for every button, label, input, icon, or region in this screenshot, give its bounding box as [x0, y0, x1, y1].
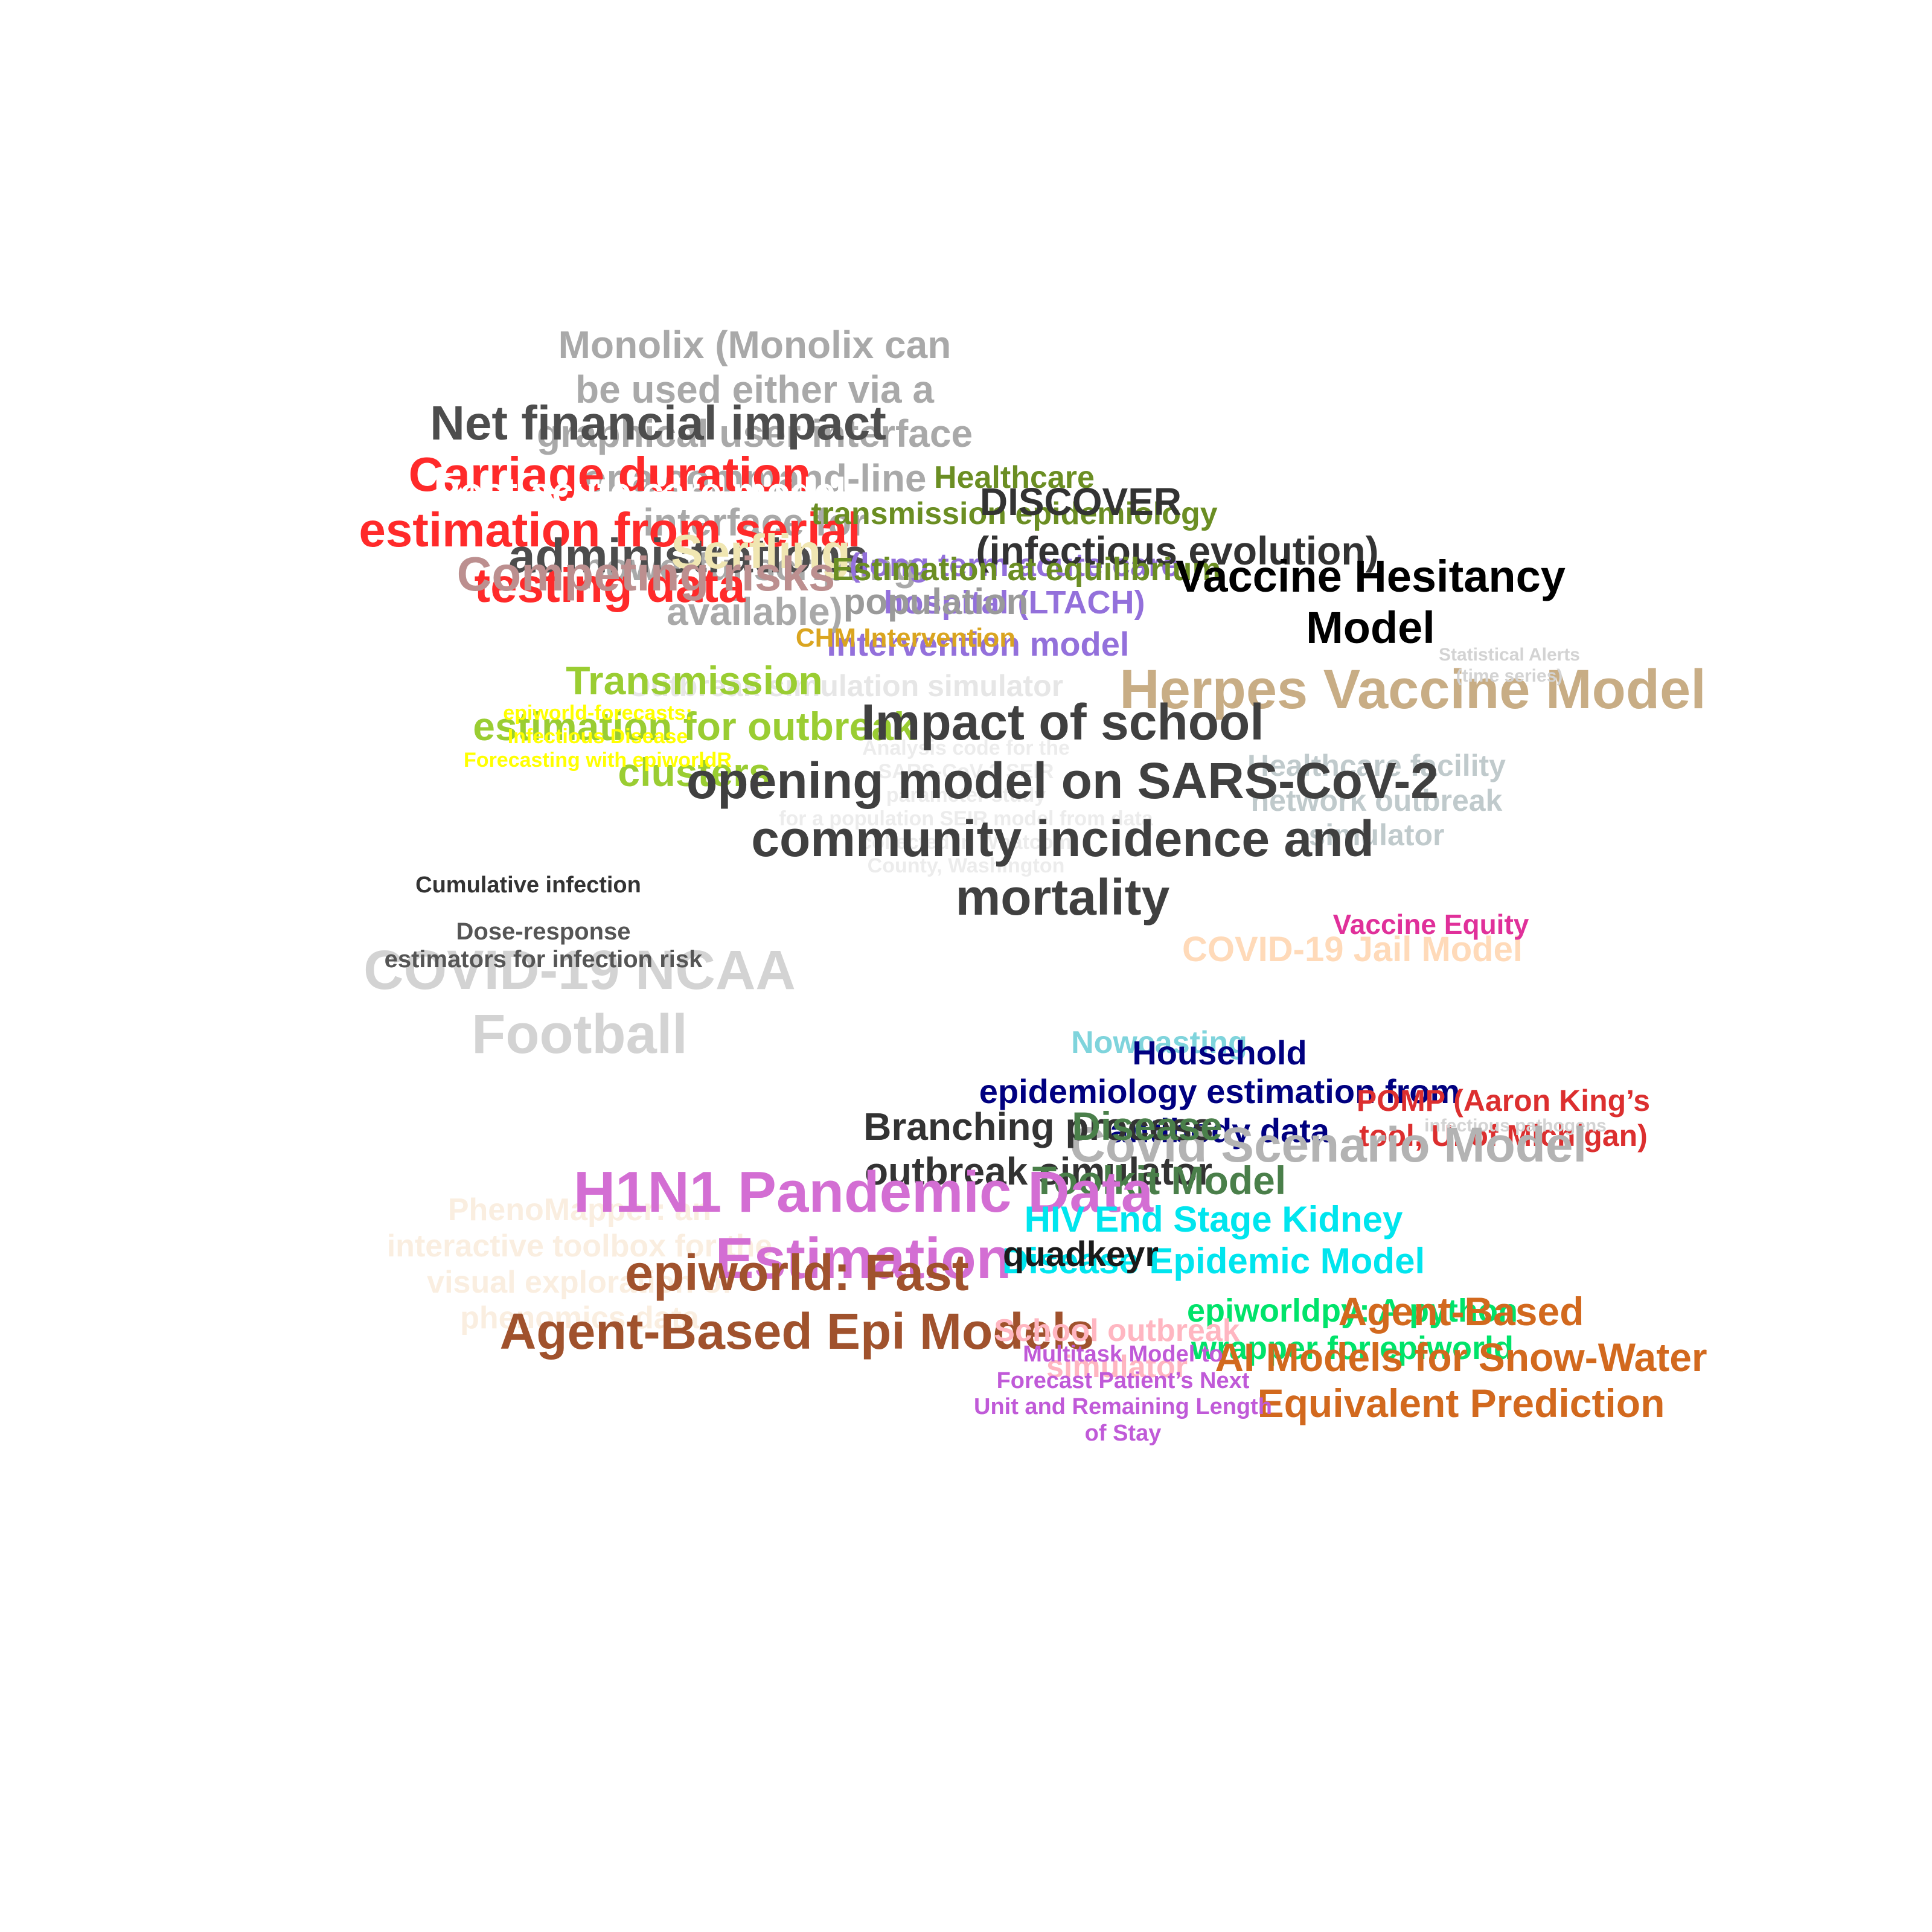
word-h1n1: H1N1 Pandemic Data Estimation	[573, 1160, 1154, 1291]
word-equilibrium: Estimation at equilibrium	[831, 551, 1221, 587]
word-population: population	[843, 581, 1029, 622]
word-monolix: Monolix (Monolix can be used either via …	[536, 323, 973, 633]
word-stat-alerts: Statistical Alerts (time series)	[1439, 645, 1580, 686]
word-competing: Competing risks	[456, 547, 836, 601]
word-covid-ncaa: COVID-19 NCAA Football	[363, 939, 796, 1065]
word-carriage: Carriage duration estimation from serial…	[359, 447, 861, 612]
word-phenomapper: PhenoMapper: an interactive toolbox for …	[386, 1192, 773, 1336]
word-herpes: Herpes Vaccine Model	[1119, 659, 1706, 720]
word-intervention: Intervention model	[827, 625, 1130, 663]
word-hiv-kidney: HIV End Stage Kidney Disease Epidemic Mo…	[1002, 1199, 1425, 1281]
word-transmission-outbreak: Transmission estimation for outbreak clu…	[473, 658, 916, 795]
word-net-financial: Net financial impact	[430, 396, 886, 450]
word-pomp: POMP (Aaron King’s tool, U. of Michigan)	[1356, 1084, 1651, 1153]
word-epiworld-fast: epiworld: Fast Agent-Based Epi Models	[499, 1244, 1095, 1360]
word-outbreak-sim: Outbreak simulation simulator	[627, 669, 1064, 703]
word-post-acute: Post-acute care model	[433, 470, 846, 513]
word-healthcare-facility: Healthcare facility network outbreak sim…	[1247, 749, 1506, 852]
word-covid-scenario: Covid Scenario Model	[1069, 1118, 1587, 1172]
word-dose-response: Dose-response estimators for infection r…	[384, 918, 703, 973]
word-sars-seir: Analysis code for the SARS-CoV-2 SEIR pa…	[779, 737, 1153, 878]
word-multitask: Multitask Model to Forecast Patient’s Ne…	[974, 1342, 1272, 1447]
word-covid-jail: COVID-19 Jail Model	[1182, 930, 1523, 969]
word-chm-intervention: CHM Intervention	[795, 623, 1016, 653]
word-branching: Branching process outbreak simulator	[863, 1105, 1214, 1193]
word-epiworld-forecasts: epiworld-forecasts: Infectious Disease F…	[464, 702, 732, 772]
word-school-opening: Impact of school opening model on SARS-C…	[686, 694, 1439, 926]
word-quadkeyr: quadkeyr	[1003, 1235, 1159, 1274]
word-healthcare-trans: Healthcare transmission epidemiology	[811, 460, 1218, 531]
word-evolution: (infectious evolution)	[976, 528, 1379, 573]
word-vaccine-equity: Vaccine Equity	[1332, 909, 1529, 940]
word-vaccine-hesitancy: Vaccine Hesitancy Model	[1176, 551, 1566, 653]
word-epiworldpy: epiworldpy: A python wrapper for epiworl…	[1187, 1293, 1518, 1367]
word-nowcasting: Nowcasting	[1071, 1025, 1247, 1060]
word-household: Household epidemiology estimation from a…	[979, 1034, 1460, 1150]
word-agent-snow: Agent-Based AI Models for Snow-Water Equ…	[1215, 1289, 1707, 1425]
word-toolkit-model: Toolkit Model	[1032, 1158, 1287, 1203]
word-discover: DISCOVER	[979, 480, 1182, 523]
word-serfling: Serfling	[671, 525, 851, 578]
word-long-term-acute: (long term acute care hospital (LTACH)	[849, 547, 1180, 621]
word-admissions: administrations	[508, 529, 868, 583]
word-disease: Disease	[1072, 1104, 1223, 1148]
word-school-outbreak: School outbreak simulator	[994, 1313, 1240, 1384]
word-cumulative: Cumulative infection	[415, 872, 641, 898]
word-infectious-pathogens: infectious pathogens	[1424, 1116, 1607, 1136]
